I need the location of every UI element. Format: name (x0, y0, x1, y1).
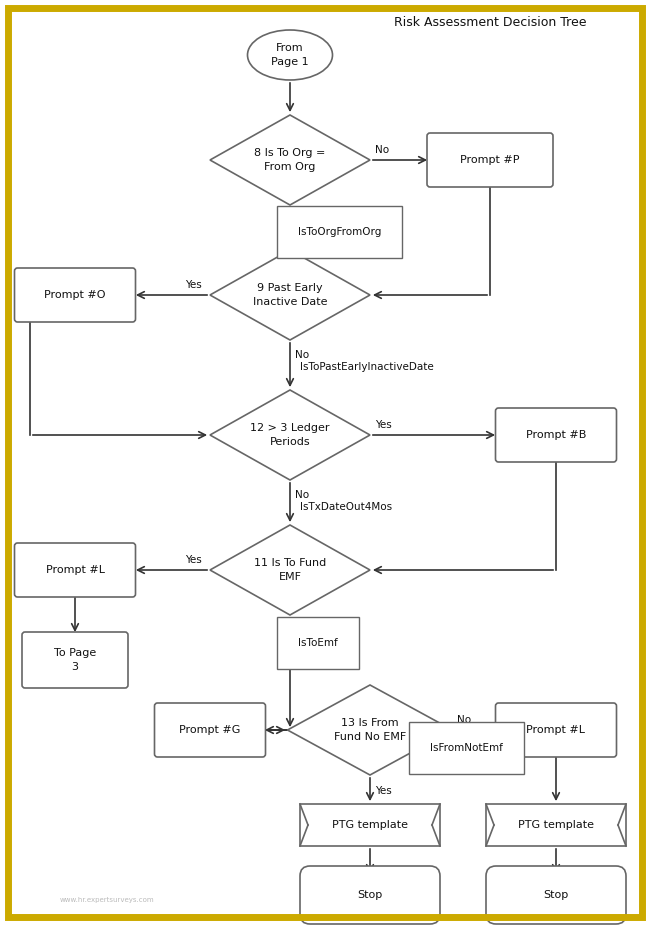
Text: www.hr.expertsurveys.com: www.hr.expertsurveys.com (60, 897, 155, 903)
FancyBboxPatch shape (486, 866, 626, 924)
FancyBboxPatch shape (300, 866, 440, 924)
FancyBboxPatch shape (495, 703, 616, 757)
Text: PTG template: PTG template (332, 820, 408, 830)
Text: Stop: Stop (358, 890, 383, 900)
Text: Yes: Yes (185, 555, 202, 565)
Polygon shape (287, 685, 452, 775)
Polygon shape (210, 390, 370, 480)
FancyBboxPatch shape (14, 268, 135, 322)
FancyBboxPatch shape (427, 133, 553, 187)
Text: No: No (295, 350, 309, 360)
Text: IsToOrgFromOrg: IsToOrgFromOrg (298, 227, 382, 237)
Ellipse shape (248, 30, 333, 80)
Text: To Page
3: To Page 3 (54, 648, 96, 672)
Text: PTG template: PTG template (518, 820, 594, 830)
FancyBboxPatch shape (495, 408, 616, 462)
FancyBboxPatch shape (22, 632, 128, 688)
Polygon shape (210, 250, 370, 340)
Bar (486, 804, 626, 846)
Text: From
Page 1: From Page 1 (271, 43, 309, 67)
Text: IsTxDateOut4Mos: IsTxDateOut4Mos (300, 502, 392, 512)
Text: Prompt #O: Prompt #O (44, 290, 106, 300)
Text: 9 Past Early
Inactive Date: 9 Past Early Inactive Date (253, 283, 327, 306)
Text: Yes: Yes (185, 280, 202, 290)
Text: Prompt #L: Prompt #L (526, 725, 586, 735)
Text: No: No (295, 625, 309, 635)
Text: Prompt #P: Prompt #P (460, 155, 520, 165)
Text: No: No (457, 715, 471, 725)
FancyBboxPatch shape (155, 703, 265, 757)
Text: IsToPastEarlyInactiveDate: IsToPastEarlyInactiveDate (300, 362, 434, 372)
Text: Yes: Yes (295, 215, 312, 225)
Text: Risk Assessment Decision Tree: Risk Assessment Decision Tree (394, 16, 586, 29)
Text: IsToEmf: IsToEmf (298, 638, 338, 648)
Polygon shape (210, 115, 370, 205)
Text: IsFromNotEmf: IsFromNotEmf (430, 743, 503, 753)
Bar (300, 804, 440, 846)
FancyBboxPatch shape (14, 543, 135, 597)
Text: Stop: Stop (543, 890, 569, 900)
Text: Prompt #G: Prompt #G (179, 725, 240, 735)
Text: No: No (375, 145, 389, 155)
Text: Yes: Yes (375, 420, 392, 430)
Text: 13 Is From
Fund No EMF: 13 Is From Fund No EMF (334, 719, 406, 742)
Text: No: No (295, 490, 309, 500)
Text: Prompt #L: Prompt #L (46, 565, 105, 575)
Text: Prompt #B: Prompt #B (526, 430, 586, 440)
Text: 8 Is To Org =
From Org: 8 Is To Org = From Org (254, 148, 326, 172)
Polygon shape (210, 525, 370, 615)
Text: Yes: Yes (375, 786, 392, 796)
Text: 11 Is To Fund
EMF: 11 Is To Fund EMF (254, 559, 326, 582)
Text: 12 > 3 Ledger
Periods: 12 > 3 Ledger Periods (250, 424, 330, 447)
